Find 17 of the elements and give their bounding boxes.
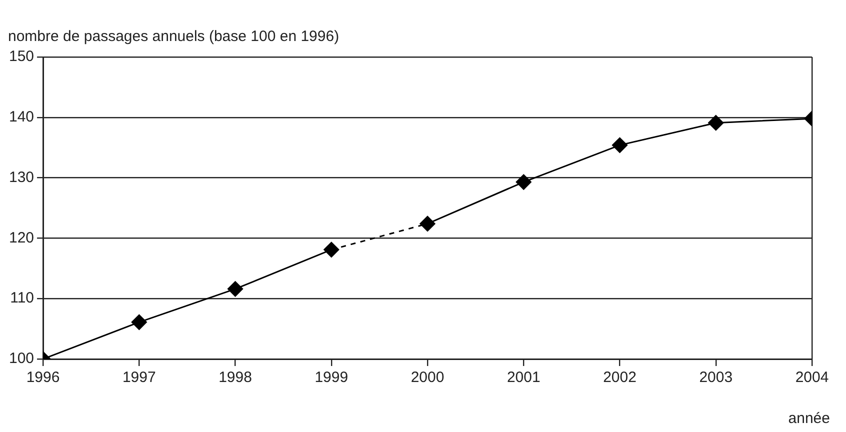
x-tick-label: 2001 <box>506 369 540 386</box>
x-tick-label: 2000 <box>410 369 444 386</box>
x-tick-label: 2002 <box>603 369 636 386</box>
y-axis-title: nombre de passages annuels (base 100 en 1996) <box>8 28 340 45</box>
y-tick-label: 110 <box>10 290 34 307</box>
y-tick-label: 100 <box>8 350 34 368</box>
x-tick-label: 1997 <box>122 369 156 386</box>
x-axis-title: année <box>788 410 830 427</box>
x-tick-label: 2004 <box>795 369 829 386</box>
y-tick-label: 140 <box>8 108 34 126</box>
x-tick-label: 1999 <box>314 369 348 386</box>
x-tick-label: 1996 <box>26 369 60 386</box>
x-tick-label: 1998 <box>218 369 252 386</box>
y-tick-label: 120 <box>8 229 34 246</box>
y-tick-label: 150 <box>8 48 34 66</box>
y-tick-label: 130 <box>8 168 34 186</box>
x-tick-label: 2003 <box>699 369 733 386</box>
